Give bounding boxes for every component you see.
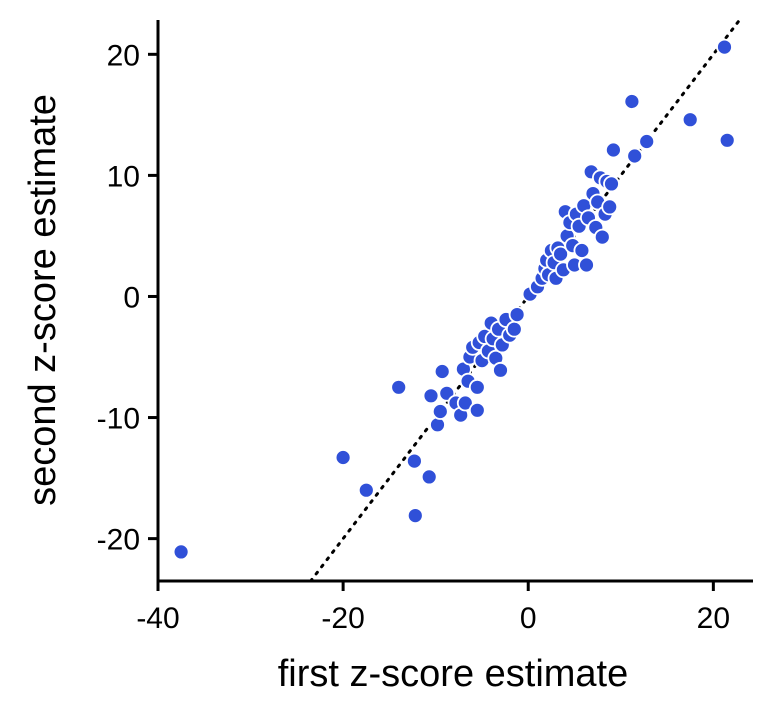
data-point <box>357 481 375 499</box>
data-point <box>573 242 591 259</box>
data-point <box>420 468 438 486</box>
y-tick-label: 10 <box>107 160 140 193</box>
data-point <box>433 363 451 380</box>
x-tick-label: -40 <box>136 602 179 635</box>
data-point <box>334 449 352 466</box>
data-point <box>468 401 486 419</box>
x-tick-label: -20 <box>321 602 364 635</box>
data-point <box>601 198 619 216</box>
data-point <box>605 141 622 159</box>
data-point <box>172 543 190 561</box>
identity-reference-line <box>308 18 744 581</box>
data-point <box>390 378 408 396</box>
data-point <box>718 131 736 149</box>
data-point <box>405 452 423 470</box>
data-point <box>492 361 509 379</box>
data-point <box>716 38 733 56</box>
data-point <box>603 175 620 193</box>
data-point <box>638 133 656 150</box>
data-point <box>623 93 641 110</box>
data-point <box>468 378 486 396</box>
y-tick-label: 20 <box>107 39 140 72</box>
data-point <box>578 256 595 274</box>
data-point <box>626 147 644 165</box>
scatter-points <box>172 38 736 561</box>
y-tick-label: -20 <box>97 524 140 557</box>
y-tick-label: 0 <box>123 281 140 314</box>
x-axis-ticks: -40 -20 0 20 <box>136 581 730 635</box>
data-point <box>505 320 523 338</box>
data-point <box>508 306 526 324</box>
x-axis-title: first z-score estimate <box>278 653 629 695</box>
data-point <box>552 245 569 263</box>
y-tick-label: -10 <box>97 403 140 436</box>
data-point <box>681 111 699 129</box>
x-tick-label: 0 <box>520 602 537 635</box>
data-point <box>406 507 424 524</box>
x-tick-label: 20 <box>697 602 730 635</box>
data-point <box>456 394 474 412</box>
data-point <box>593 228 611 246</box>
data-point <box>422 387 440 405</box>
data-point <box>431 403 449 420</box>
y-axis-ticks: -20 -10 0 10 20 <box>97 39 158 557</box>
data-point <box>429 416 446 434</box>
y-axis-title: second z-score estimate <box>22 94 64 506</box>
